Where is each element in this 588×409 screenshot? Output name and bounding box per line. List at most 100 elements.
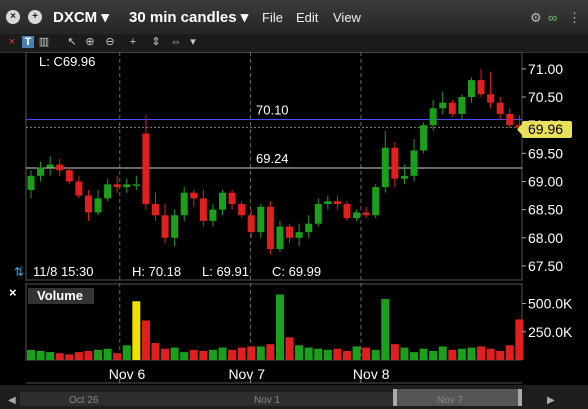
candle-body: [104, 184, 112, 199]
volume-bar: [515, 319, 524, 360]
candle-body: [94, 198, 102, 213]
volume-bar: [180, 352, 189, 360]
candle-body: [209, 209, 217, 221]
candle-body: [391, 147, 399, 179]
zoom-out-icon[interactable]: ⊖: [105, 36, 115, 48]
candle-body: [343, 204, 351, 219]
volume-bar: [122, 345, 131, 360]
volume-bar: [141, 320, 150, 360]
navigator-track[interactable]: [20, 392, 510, 406]
candle-body: [448, 102, 456, 114]
volume-bar: [247, 346, 256, 360]
candle-body: [123, 184, 131, 188]
volume-bar: [333, 348, 342, 360]
candle-body: [286, 226, 294, 238]
candle-body: [266, 206, 274, 250]
menu-edit[interactable]: Edit: [296, 10, 319, 25]
close-panel-icon[interactable]: ×: [9, 285, 17, 300]
volume-bar: [400, 347, 409, 360]
volume-bar: [161, 348, 170, 360]
candle-body: [420, 125, 428, 151]
navigator-right-handle[interactable]: [518, 389, 522, 406]
menu-view[interactable]: View: [333, 10, 361, 25]
candle-body: [362, 212, 370, 216]
navigator-left-arrow-icon[interactable]: ◀: [8, 395, 16, 406]
bar-chart-icon[interactable]: ▥: [38, 36, 50, 48]
candle-body: [295, 232, 303, 238]
volume-bar: [362, 347, 371, 360]
cursor-arrow-icon[interactable]: ⇅: [14, 265, 24, 279]
candle-body: [487, 94, 495, 103]
current-price-tag-arrow: [517, 124, 522, 135]
crosshair-icon[interactable]: +: [129, 36, 137, 48]
candle-body: [161, 215, 169, 238]
candle-body: [219, 192, 227, 210]
hover-high: H: 70.18: [132, 264, 181, 279]
volume-bar: [342, 350, 351, 360]
y-tick-label: 67.50: [528, 258, 563, 274]
volume-bar: [295, 345, 304, 360]
volume-bar: [237, 347, 246, 360]
candle-body: [46, 164, 54, 168]
add-window-icon[interactable]: +: [28, 10, 42, 24]
interval-selector[interactable]: 30 min candles ▾: [129, 8, 248, 26]
x-tick-label: Nov 7: [228, 366, 265, 382]
y-tick-label: 68.50: [528, 202, 563, 218]
navigator-label: Nov 1: [254, 395, 281, 406]
close-window-icon[interactable]: ×: [6, 10, 20, 24]
candle-body: [199, 198, 207, 221]
text-tool-icon[interactable]: T: [22, 36, 34, 48]
reference-line-label: 70.10: [256, 103, 289, 118]
y-tick-label: 71.00: [528, 61, 563, 77]
candle-body: [65, 170, 73, 182]
volume-bar: [410, 352, 419, 360]
x-tick-label: Nov 6: [109, 366, 146, 382]
candle-body: [467, 80, 475, 98]
navigator-label: Oct 26: [69, 395, 99, 406]
symbol-label: DXCM: [53, 9, 98, 26]
candle-body: [132, 184, 140, 186]
candle-body: [429, 108, 437, 126]
candle-body: [439, 102, 447, 109]
candle-body: [238, 204, 246, 216]
volume-bar: [55, 353, 64, 360]
more-menu-icon[interactable]: ⋮: [568, 10, 581, 25]
menu-file[interactable]: File: [262, 10, 283, 25]
horizontal-split-icon[interactable]: ⇔: [170, 36, 182, 48]
reference-line-label: 69.24: [256, 151, 289, 166]
navigator-left-handle[interactable]: [393, 389, 397, 406]
volume-bar: [266, 344, 275, 360]
candle-body: [180, 192, 188, 216]
volume-bar: [304, 347, 313, 360]
candle-body: [257, 206, 265, 233]
volume-bar: [170, 347, 179, 360]
link-icon[interactable]: ∞: [548, 10, 558, 25]
settings-icon[interactable]: ⚙: [530, 10, 542, 25]
vertical-split-icon[interactable]: ⇕: [151, 36, 161, 48]
zoom-in-icon[interactable]: ⊕: [85, 36, 95, 48]
delete-icon[interactable]: ×: [8, 36, 16, 48]
volume-bar: [208, 349, 217, 360]
volume-bar: [189, 349, 198, 360]
candle-body: [372, 187, 380, 216]
y-tick-label: 69.00: [528, 173, 563, 189]
volume-bar: [323, 349, 332, 360]
navigator-right-arrow-icon[interactable]: ▶: [547, 395, 555, 406]
navigator-window[interactable]: [395, 389, 520, 406]
pointer-icon[interactable]: ↖: [67, 36, 77, 48]
volume-bar: [448, 349, 457, 360]
hover-close: C: 69.99: [272, 264, 321, 279]
volume-bar: [27, 349, 35, 360]
chevron-down-icon[interactable]: ▾: [190, 36, 196, 48]
current-price-text: 69.96: [528, 121, 563, 137]
volume-bar: [275, 294, 284, 360]
last-price-label: L: C69.96: [39, 54, 95, 69]
symbol-selector[interactable]: DXCM ▾: [53, 8, 109, 26]
volume-bar: [46, 352, 55, 360]
volume-bar: [132, 301, 141, 360]
candle-body: [142, 133, 150, 204]
x-tick-label: Nov 8: [353, 366, 390, 382]
volume-bar: [228, 349, 237, 360]
chevron-down-icon: ▾: [240, 9, 249, 26]
volume-bar: [65, 354, 74, 360]
